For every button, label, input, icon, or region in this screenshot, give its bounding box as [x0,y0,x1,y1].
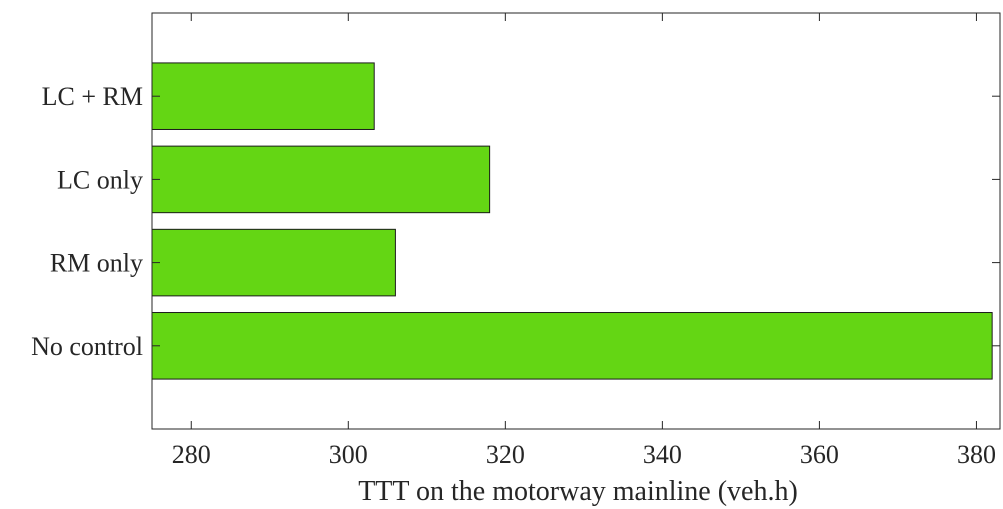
x-tick-label: 340 [643,440,682,469]
x-tick-label: 280 [172,440,211,469]
x-tick-label: 380 [957,440,996,469]
x-tick-label: 320 [486,440,525,469]
x-tick-label: 300 [329,440,368,469]
bar-lc-rm [151,62,375,130]
x-ticks-group: 280 300 320 340 360 380 [172,13,996,469]
y-ticks-group: No control RM only LC only LC + RM [31,82,1000,361]
y-tick-label: No control [31,332,143,361]
y-tick-label: LC + RM [42,82,143,111]
bars-group [151,62,993,380]
bar-no-control [151,312,993,380]
bar-lc-only [151,145,491,214]
bar-rm-only [151,228,396,297]
x-tick-label: 360 [800,440,839,469]
y-tick-label: RM only [50,249,143,278]
plot-frame [151,12,1001,430]
x-axis-title: TTT on the motorway mainline (veh.h) [358,476,798,507]
y-tick-label: LC only [57,165,143,194]
